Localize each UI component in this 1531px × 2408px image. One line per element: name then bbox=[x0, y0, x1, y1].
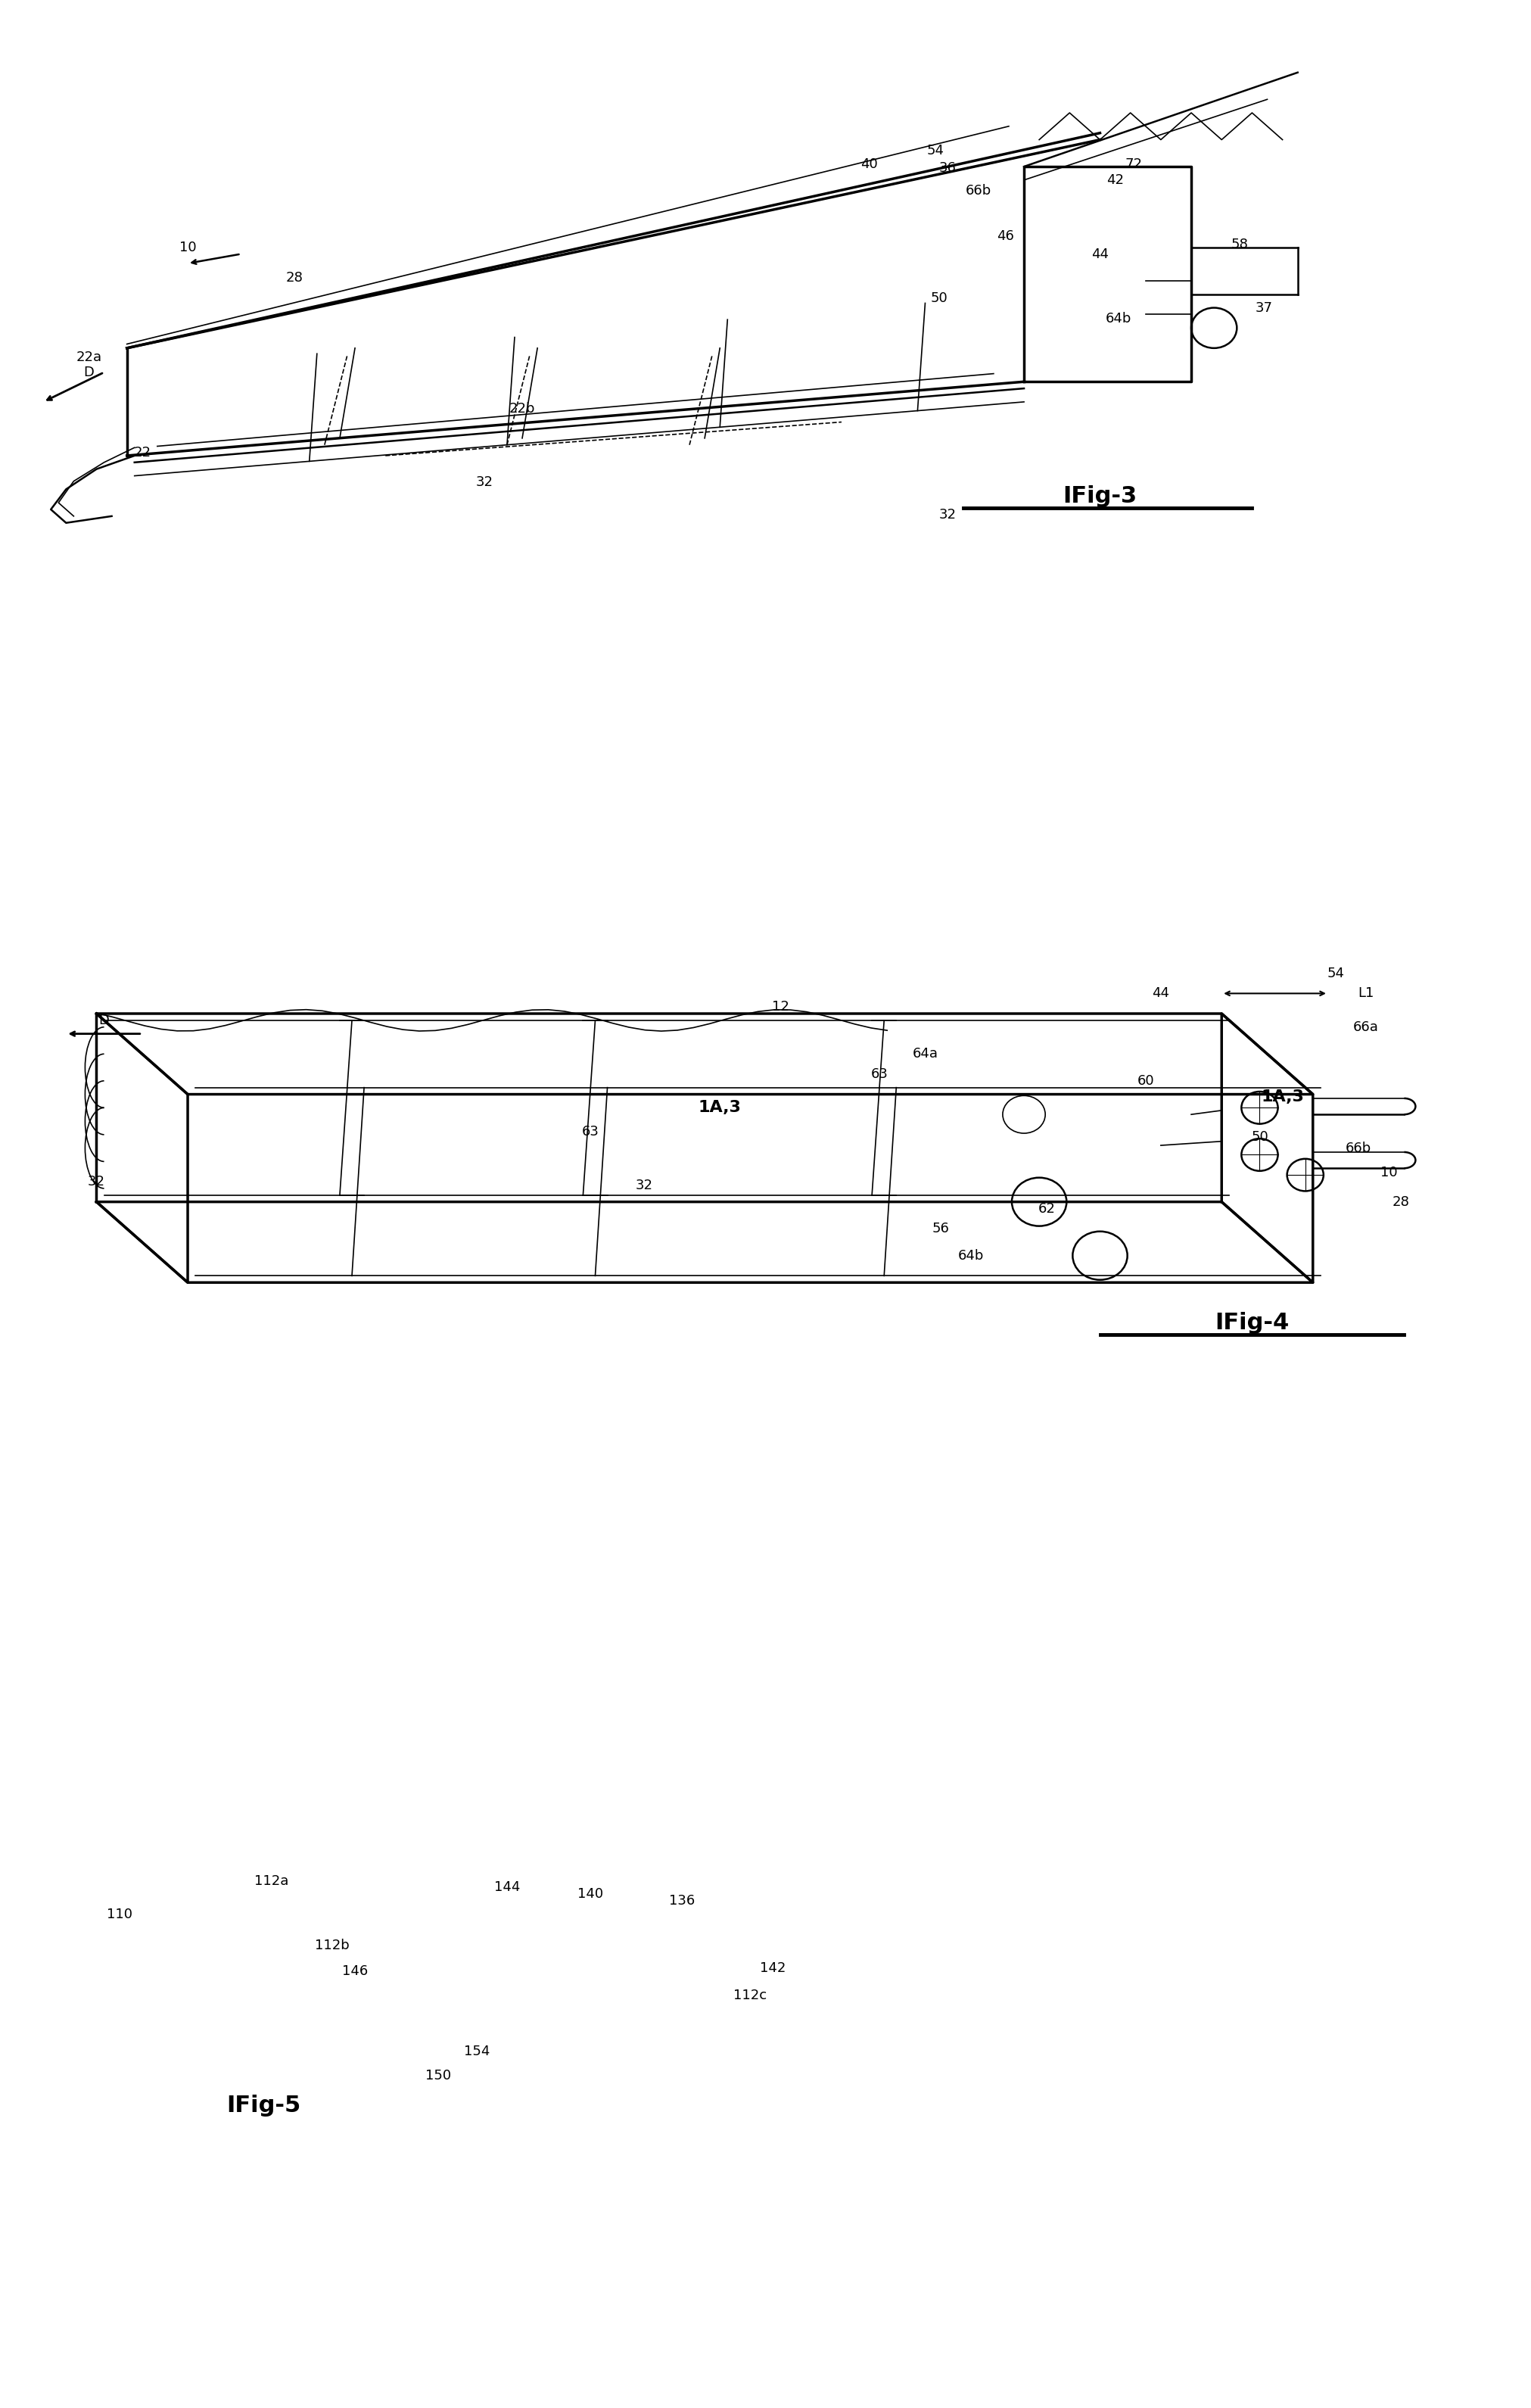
Text: 32: 32 bbox=[939, 508, 957, 523]
Text: 66b: 66b bbox=[1346, 1141, 1372, 1156]
Text: 12: 12 bbox=[772, 999, 790, 1014]
Text: 50: 50 bbox=[1251, 1129, 1268, 1144]
Text: 62: 62 bbox=[1038, 1202, 1055, 1216]
Text: 28: 28 bbox=[1392, 1194, 1410, 1209]
Text: 32: 32 bbox=[635, 1180, 652, 1192]
Text: 1A,3: 1A,3 bbox=[698, 1100, 741, 1115]
Text: 44: 44 bbox=[1092, 248, 1108, 260]
Text: IFig-5: IFig-5 bbox=[227, 2095, 302, 2117]
Text: 10: 10 bbox=[1381, 1165, 1398, 1180]
Text: 1A,3: 1A,3 bbox=[1262, 1088, 1304, 1105]
Text: 28: 28 bbox=[285, 272, 303, 284]
Text: 144: 144 bbox=[495, 1881, 521, 1895]
Text: 44: 44 bbox=[1153, 987, 1170, 999]
Text: 37: 37 bbox=[1255, 301, 1272, 315]
Text: 22b: 22b bbox=[510, 402, 536, 417]
Text: 136: 136 bbox=[669, 1895, 695, 1907]
Text: 32: 32 bbox=[476, 477, 493, 489]
Text: 22: 22 bbox=[133, 445, 150, 460]
Text: 63: 63 bbox=[871, 1067, 888, 1081]
Text: 54: 54 bbox=[1327, 966, 1344, 980]
Text: 112b: 112b bbox=[315, 1938, 349, 1953]
Text: 150: 150 bbox=[426, 2068, 452, 2083]
Text: D: D bbox=[84, 366, 93, 378]
Text: 10: 10 bbox=[179, 241, 196, 255]
Text: 54: 54 bbox=[928, 144, 945, 157]
Text: 63: 63 bbox=[582, 1125, 599, 1139]
Text: 40: 40 bbox=[860, 157, 877, 171]
Text: 22a: 22a bbox=[77, 352, 101, 364]
Text: L1: L1 bbox=[1358, 987, 1375, 999]
Text: 50: 50 bbox=[931, 291, 948, 306]
Text: 36: 36 bbox=[940, 161, 957, 176]
Text: 154: 154 bbox=[464, 2044, 490, 2059]
Text: 146: 146 bbox=[341, 1965, 367, 1977]
Text: 112a: 112a bbox=[254, 1873, 288, 1888]
Text: 64a: 64a bbox=[912, 1047, 939, 1062]
Text: IFig-4: IFig-4 bbox=[1216, 1312, 1289, 1334]
Text: 142: 142 bbox=[759, 1963, 785, 1975]
Text: 58: 58 bbox=[1231, 238, 1249, 250]
Text: 60: 60 bbox=[1138, 1074, 1154, 1088]
Text: 56: 56 bbox=[932, 1221, 949, 1235]
Text: 64b: 64b bbox=[1105, 311, 1131, 325]
Text: 72: 72 bbox=[1125, 157, 1142, 171]
Text: IFig-3: IFig-3 bbox=[1063, 484, 1138, 508]
Text: 46: 46 bbox=[997, 229, 1015, 243]
Text: 66b: 66b bbox=[966, 183, 992, 197]
Text: 32: 32 bbox=[87, 1175, 106, 1190]
Text: 64b: 64b bbox=[958, 1250, 984, 1262]
Text: D: D bbox=[100, 1014, 109, 1028]
Text: 110: 110 bbox=[107, 1907, 132, 1922]
Text: 66a: 66a bbox=[1353, 1021, 1379, 1033]
Text: 112c: 112c bbox=[733, 1989, 767, 2001]
Text: 42: 42 bbox=[1107, 173, 1124, 188]
Text: 140: 140 bbox=[577, 1888, 603, 1900]
